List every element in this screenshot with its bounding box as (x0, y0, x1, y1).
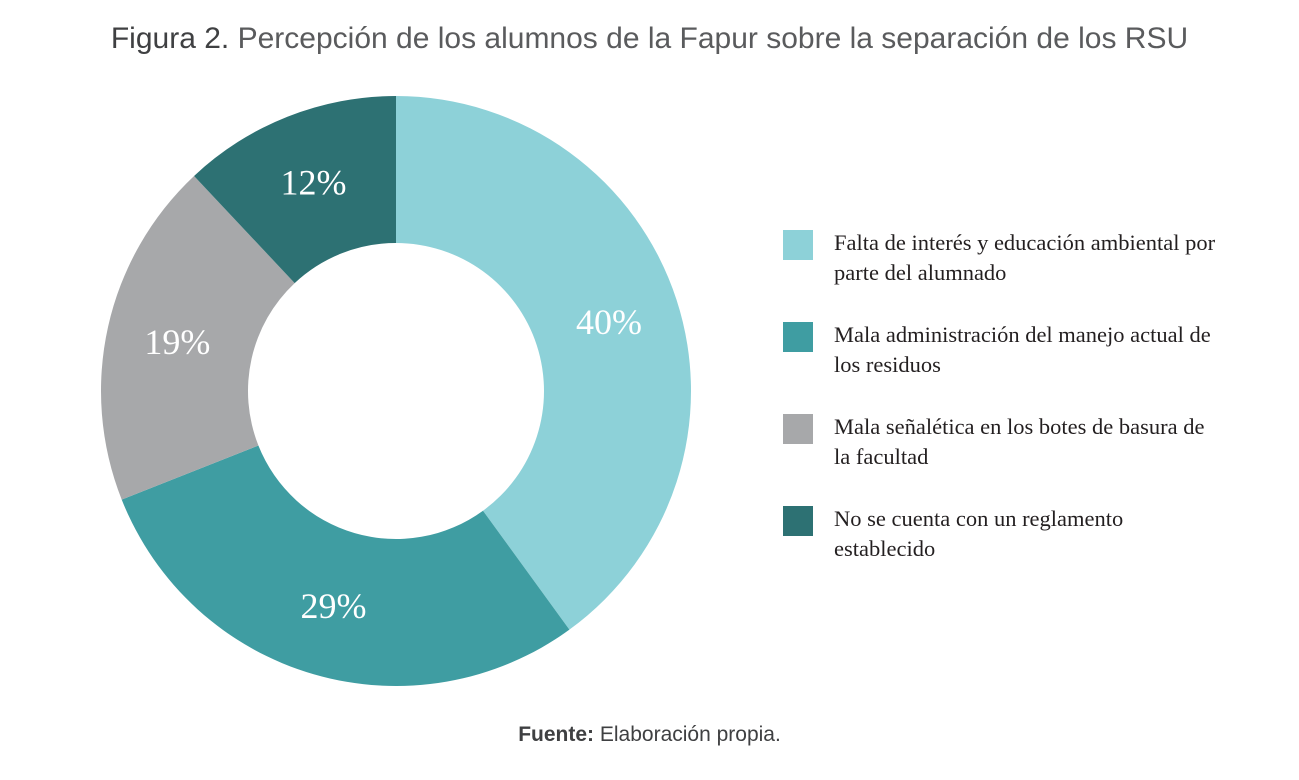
figure-label: Figura 2. (110, 22, 230, 55)
figure-source: Fuente: Elaboración propia. (0, 723, 1299, 747)
legend-item: Falta de interés y educación ambiental p… (783, 228, 1223, 320)
legend-swatch (783, 322, 813, 352)
source-label: Fuente: (518, 723, 595, 746)
legend-label: Mala señalética en los botes de basura d… (834, 414, 1205, 469)
legend-item: No se cuenta con un reglamento estableci… (783, 504, 1223, 596)
donut-slice-1 (396, 96, 691, 630)
donut-slice-3 (101, 175, 295, 500)
donut-slice-4 (194, 96, 396, 284)
legend-item: Mala señalética en los botes de basura d… (783, 412, 1223, 504)
slice-value-label: 29% (301, 586, 367, 626)
figure-title-text: Percepción de los alumnos de la Fapur so… (237, 22, 1189, 55)
slice-value-label: 19% (144, 322, 210, 362)
legend-swatch (783, 506, 813, 536)
legend-swatch (783, 230, 813, 260)
legend-label: Falta de interés y educación ambiental p… (834, 230, 1216, 285)
legend-swatch (783, 414, 813, 444)
source-text: Elaboración propia. (599, 723, 781, 746)
donut-slice-2 (121, 445, 570, 686)
slice-value-label: 12% (281, 163, 347, 203)
donut-labels: 40% 29% 19% 12% (144, 163, 642, 626)
figure-title: Figura 2. Percepción de los alumnos de l… (0, 22, 1299, 56)
chart-legend: Falta de interés y educación ambiental p… (783, 228, 1223, 596)
donut-chart: 40% 29% 19% 12% (101, 96, 691, 686)
legend-item: Mala administración del manejo actual de… (783, 320, 1223, 412)
legend-label: No se cuenta con un reglamento estableci… (834, 506, 1124, 561)
slice-value-label: 40% (576, 302, 642, 342)
donut-slices (101, 96, 691, 686)
legend-label: Mala administración del manejo actual de… (834, 322, 1211, 377)
